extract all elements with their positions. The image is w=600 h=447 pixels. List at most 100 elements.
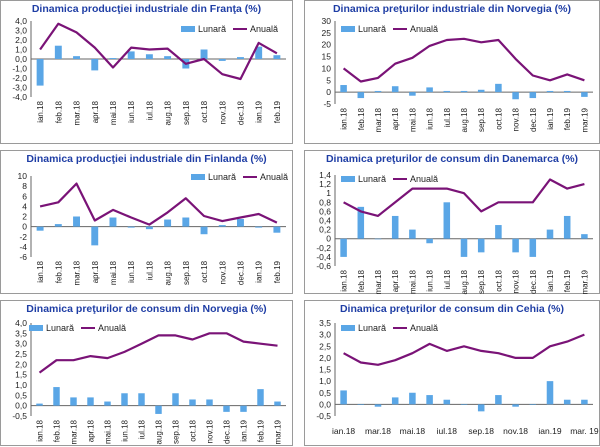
bar-lunara [460,404,468,405]
bar-lunara [546,381,554,405]
y-tick-label: -6 [19,252,27,262]
y-tick-label: 0 [22,222,27,232]
legend: Lunară Anuală [341,174,438,184]
y-tick-label: 3,0 [15,26,27,36]
x-tick-label: oct.18 [494,269,503,291]
y-tick-label: -3,0 [12,83,27,93]
x-tick-label: iun.18 [127,260,136,282]
bar-lunara [206,399,213,406]
x-tick-label: mar. 19 [570,426,599,436]
legend: Lunară Anuală [341,24,438,34]
x-tick-label: feb.18 [54,100,63,123]
x-tick-label: mar.18 [70,419,79,444]
bar-lunara [581,92,588,97]
x-tick-label: oct.18 [200,260,209,282]
x-tick-label: mai.18 [400,426,426,436]
y-tick-label: 0,0 [15,401,27,411]
chart-norvegia-cons: -0,50,00,51,01,52,02,53,03,54,0 ian.18 feb… [12,318,286,444]
x-tick-label: ian.19 [546,269,555,291]
chart-title: Dinamica preţurilor de consum din Norveg… [26,303,267,315]
bar-lunara [374,238,382,240]
y-tick-label: -2,0 [12,73,27,83]
y-tick-label: 0,4 [319,216,331,226]
bar-lunara [54,224,62,227]
bar-lunara [409,92,416,96]
legend: Lunară Anuală [191,172,288,182]
legend-label-anuala: Anuală [260,172,288,182]
bar-lunara [73,216,80,227]
x-tick-label: dec.18 [237,260,246,285]
y-tick-label: -5 [323,99,331,109]
bar-lunara [357,206,365,239]
x-tick-label: mai.18 [104,419,113,444]
x-tick-label: feb.19 [257,419,266,442]
chart-title: Dinamica preţurilor industriale din Norv… [332,3,572,15]
x-tick-label: ian.18 [36,260,45,282]
x-tick-label: nov.18 [218,261,227,285]
x-tick-label: iun.18 [426,269,435,291]
legend-label-lunara: Lunară [358,174,386,184]
legend-label-anuala: Anuală [410,323,438,333]
x-tick-label: ian.18 [340,269,349,291]
bar-lunara [104,401,111,406]
y-tick-label: -1,0 [12,64,27,74]
bar-lunara [36,226,44,231]
x-tick-label: sep.18 [172,419,181,444]
bar-lunara [529,238,537,257]
bar-lunara [495,83,502,93]
bar-lunara [340,85,347,93]
bar-lunara [172,393,179,406]
y-tick-label: 0,5 [319,388,331,398]
x-tick-label: iul.18 [145,100,154,120]
x-tick-label: mar.18 [365,426,391,436]
y-tick-label: 25 [322,28,332,38]
x-tick-label: sep.18 [182,260,191,285]
bar-lunara [409,229,416,239]
bar-lunara [54,45,62,59]
chart-title: Dinamica producţiei industriale din Fran… [31,3,262,15]
x-tick-label: aug.18 [460,269,469,294]
y-tick-label: 2,5 [15,349,27,359]
bar-lunara [512,238,519,253]
x-tick-label: apr.18 [391,269,400,292]
y-tick-label: 1,2 [319,179,331,189]
x-tick-label: ian.19 [546,107,555,129]
x-tick-label: aug.18 [164,260,173,285]
line-anuala [343,178,585,218]
y-tick-label: 4 [22,201,27,211]
x-tick-label: ian.18 [36,100,45,122]
y-tick-label: -4 [19,242,27,252]
legend: Lunară Anuală [29,323,126,333]
bar-lunara [512,92,519,100]
x-tick-label: ian.19 [255,260,264,282]
x-tick-label: iul.18 [138,419,147,439]
legend-swatch-lunara [341,176,355,182]
panel-finlanda: Dinamica producţiei industriale din Finl… [0,150,293,294]
x-tick-label: ian.19 [240,419,249,441]
bar-lunara [127,226,135,228]
bar-lunara [182,217,190,227]
y-tick-label: 1,4 [319,170,331,180]
y-tick-label: 1,0 [15,380,27,390]
bar-lunara [273,226,281,233]
y-tick-label: 15 [322,52,332,62]
y-tick-label: -0,2 [316,243,331,253]
x-tick-label: dec.18 [223,419,232,444]
bar-lunara [73,56,80,59]
bar-lunara [443,399,451,405]
chart-danemarca: -0,6-0,4-0,200,20,40,60,811,21,4 ian.18 fe… [316,170,593,294]
x-tick-label: ian.19 [255,100,264,122]
y-tick-label: 1,5 [15,370,27,380]
legend-label-lunara: Lunară [46,323,74,333]
bar-lunara [529,92,537,99]
x-tick-label: sep.18 [468,426,494,436]
x-tick-label: iun.18 [121,419,130,441]
x-tick-label: apr.18 [391,107,400,130]
bar-lunara [164,219,172,227]
legend-label-anuala: Anuală [250,24,278,34]
y-tick-label: -0,6 [316,261,331,271]
bar-lunara [36,59,44,86]
x-tick-label: ian.19 [538,426,561,436]
bar-lunara [273,55,281,59]
